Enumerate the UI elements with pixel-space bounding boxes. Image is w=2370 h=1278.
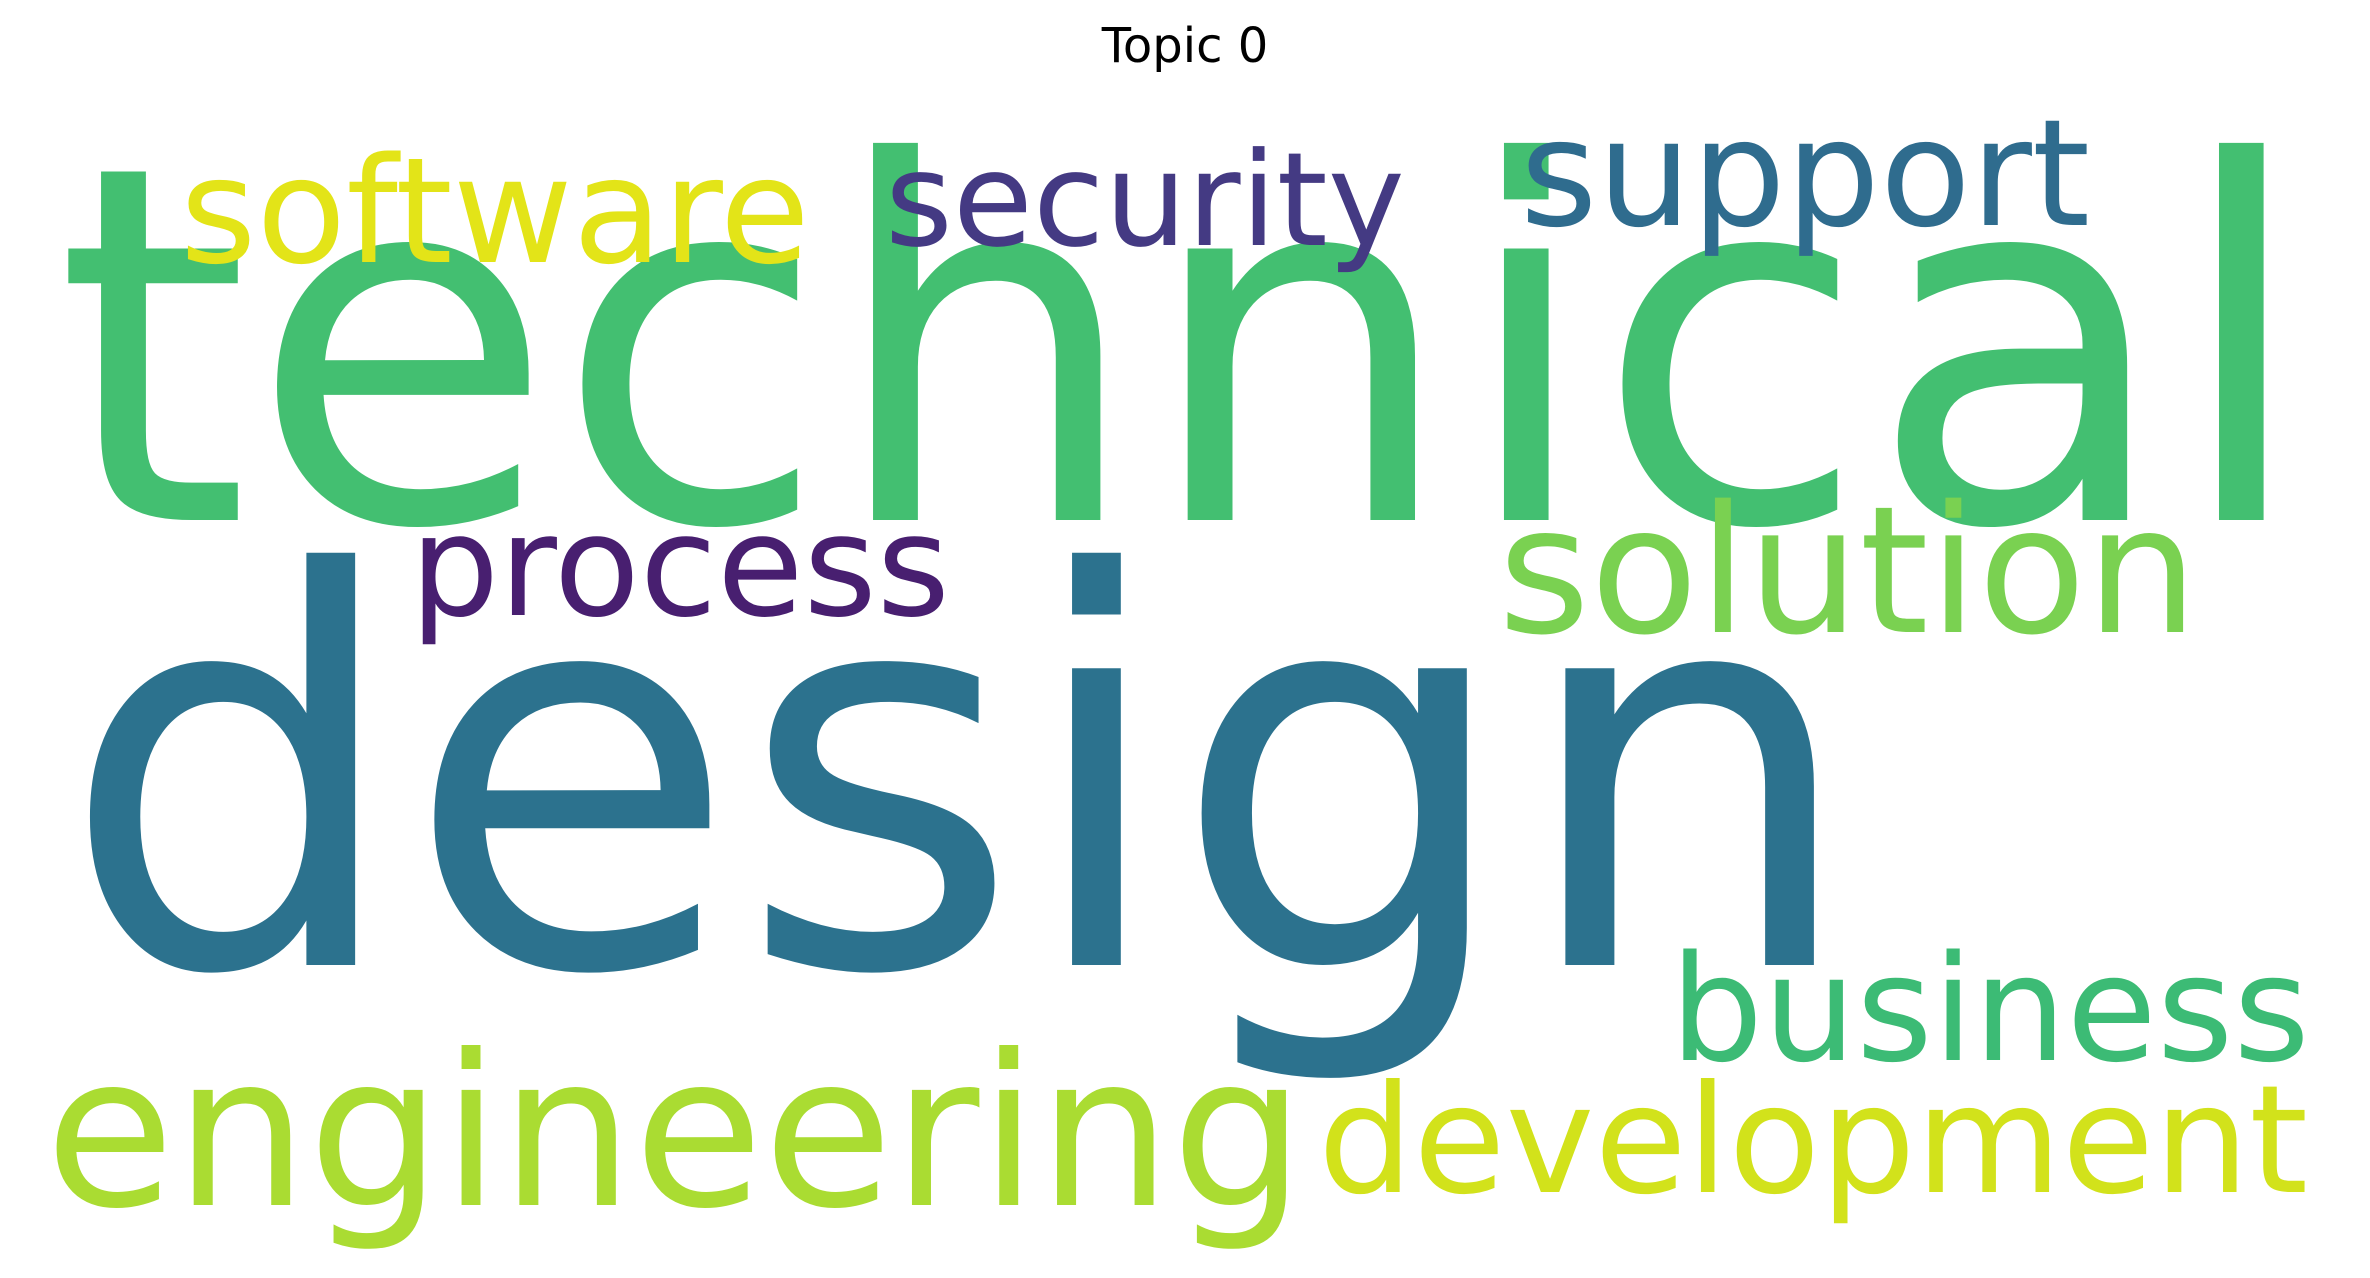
word-development: development bbox=[1318, 1054, 2308, 1228]
chart-title: Topic 0 bbox=[1101, 18, 1269, 74]
word-business: business bbox=[1670, 924, 2310, 1095]
word-design: design bbox=[60, 461, 1860, 1093]
word-solution: solution bbox=[1498, 468, 2198, 674]
word-process: process bbox=[410, 486, 950, 649]
word-security: security bbox=[885, 124, 1405, 276]
word-engineering: engineering bbox=[45, 1010, 1305, 1255]
word-support: support bbox=[1520, 88, 2090, 261]
word-software: software bbox=[180, 126, 810, 297]
word-technical: technical bbox=[55, 60, 2310, 638]
